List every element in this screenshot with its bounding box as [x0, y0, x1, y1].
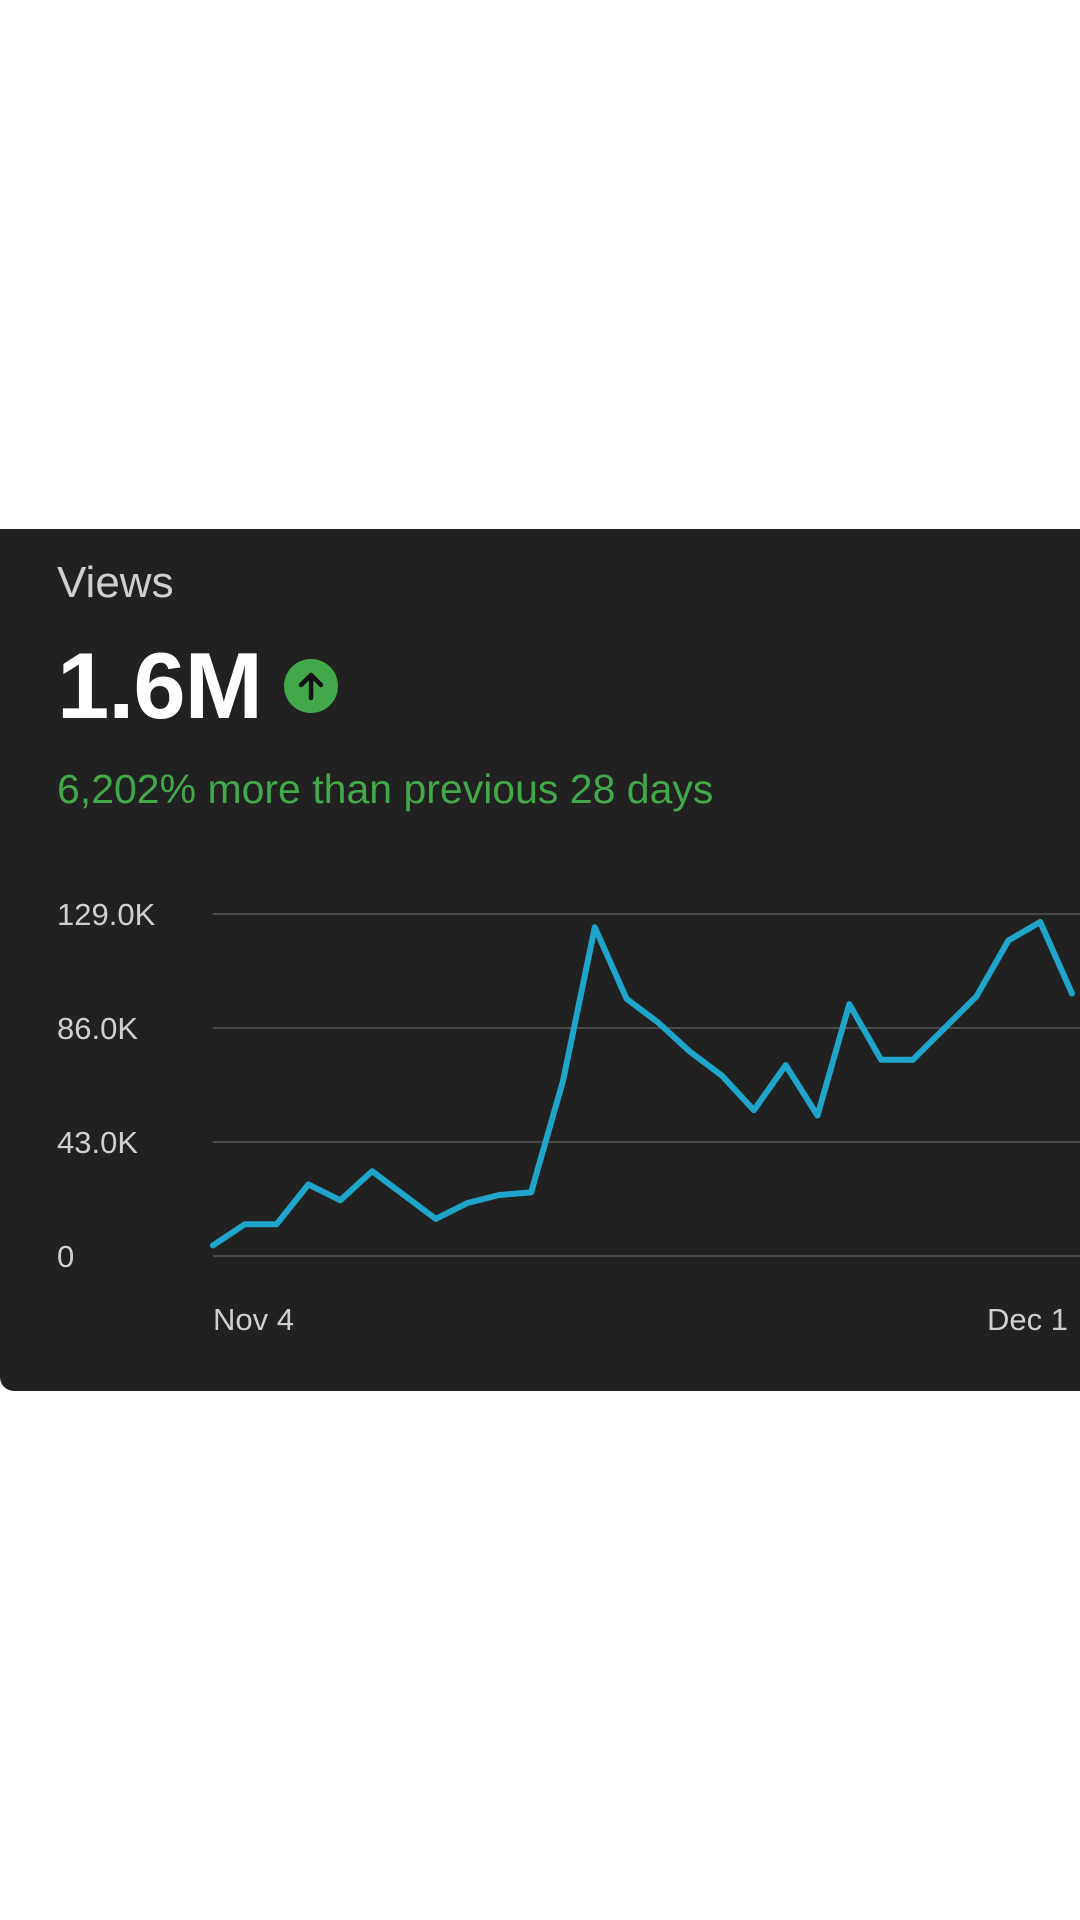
metric-row: 1.6M — [57, 639, 338, 733]
metric-value: 1.6M — [57, 633, 263, 738]
views-card[interactable]: Views 1.6M 6,202% more than previous 28 … — [0, 529, 1080, 1391]
views-line-chart: 0 43.0K 86.0K 129.0K Nov 4 Dec 1 — [57, 897, 1080, 1337]
y-tick-label: 129.0K — [57, 897, 156, 932]
y-tick-label: 86.0K — [57, 1011, 138, 1046]
x-tick-label: Nov 4 — [213, 1302, 294, 1337]
series-line — [210, 919, 1075, 1249]
y-tick-label: 0 — [57, 1239, 74, 1274]
y-tick-label: 43.0K — [57, 1125, 138, 1160]
x-tick-label: Dec 1 — [987, 1302, 1068, 1337]
metric-label: Views — [57, 558, 174, 607]
comparison-text: 6,202% more than previous 28 days — [57, 766, 714, 812]
arrow-up-circle-icon — [283, 659, 338, 713]
